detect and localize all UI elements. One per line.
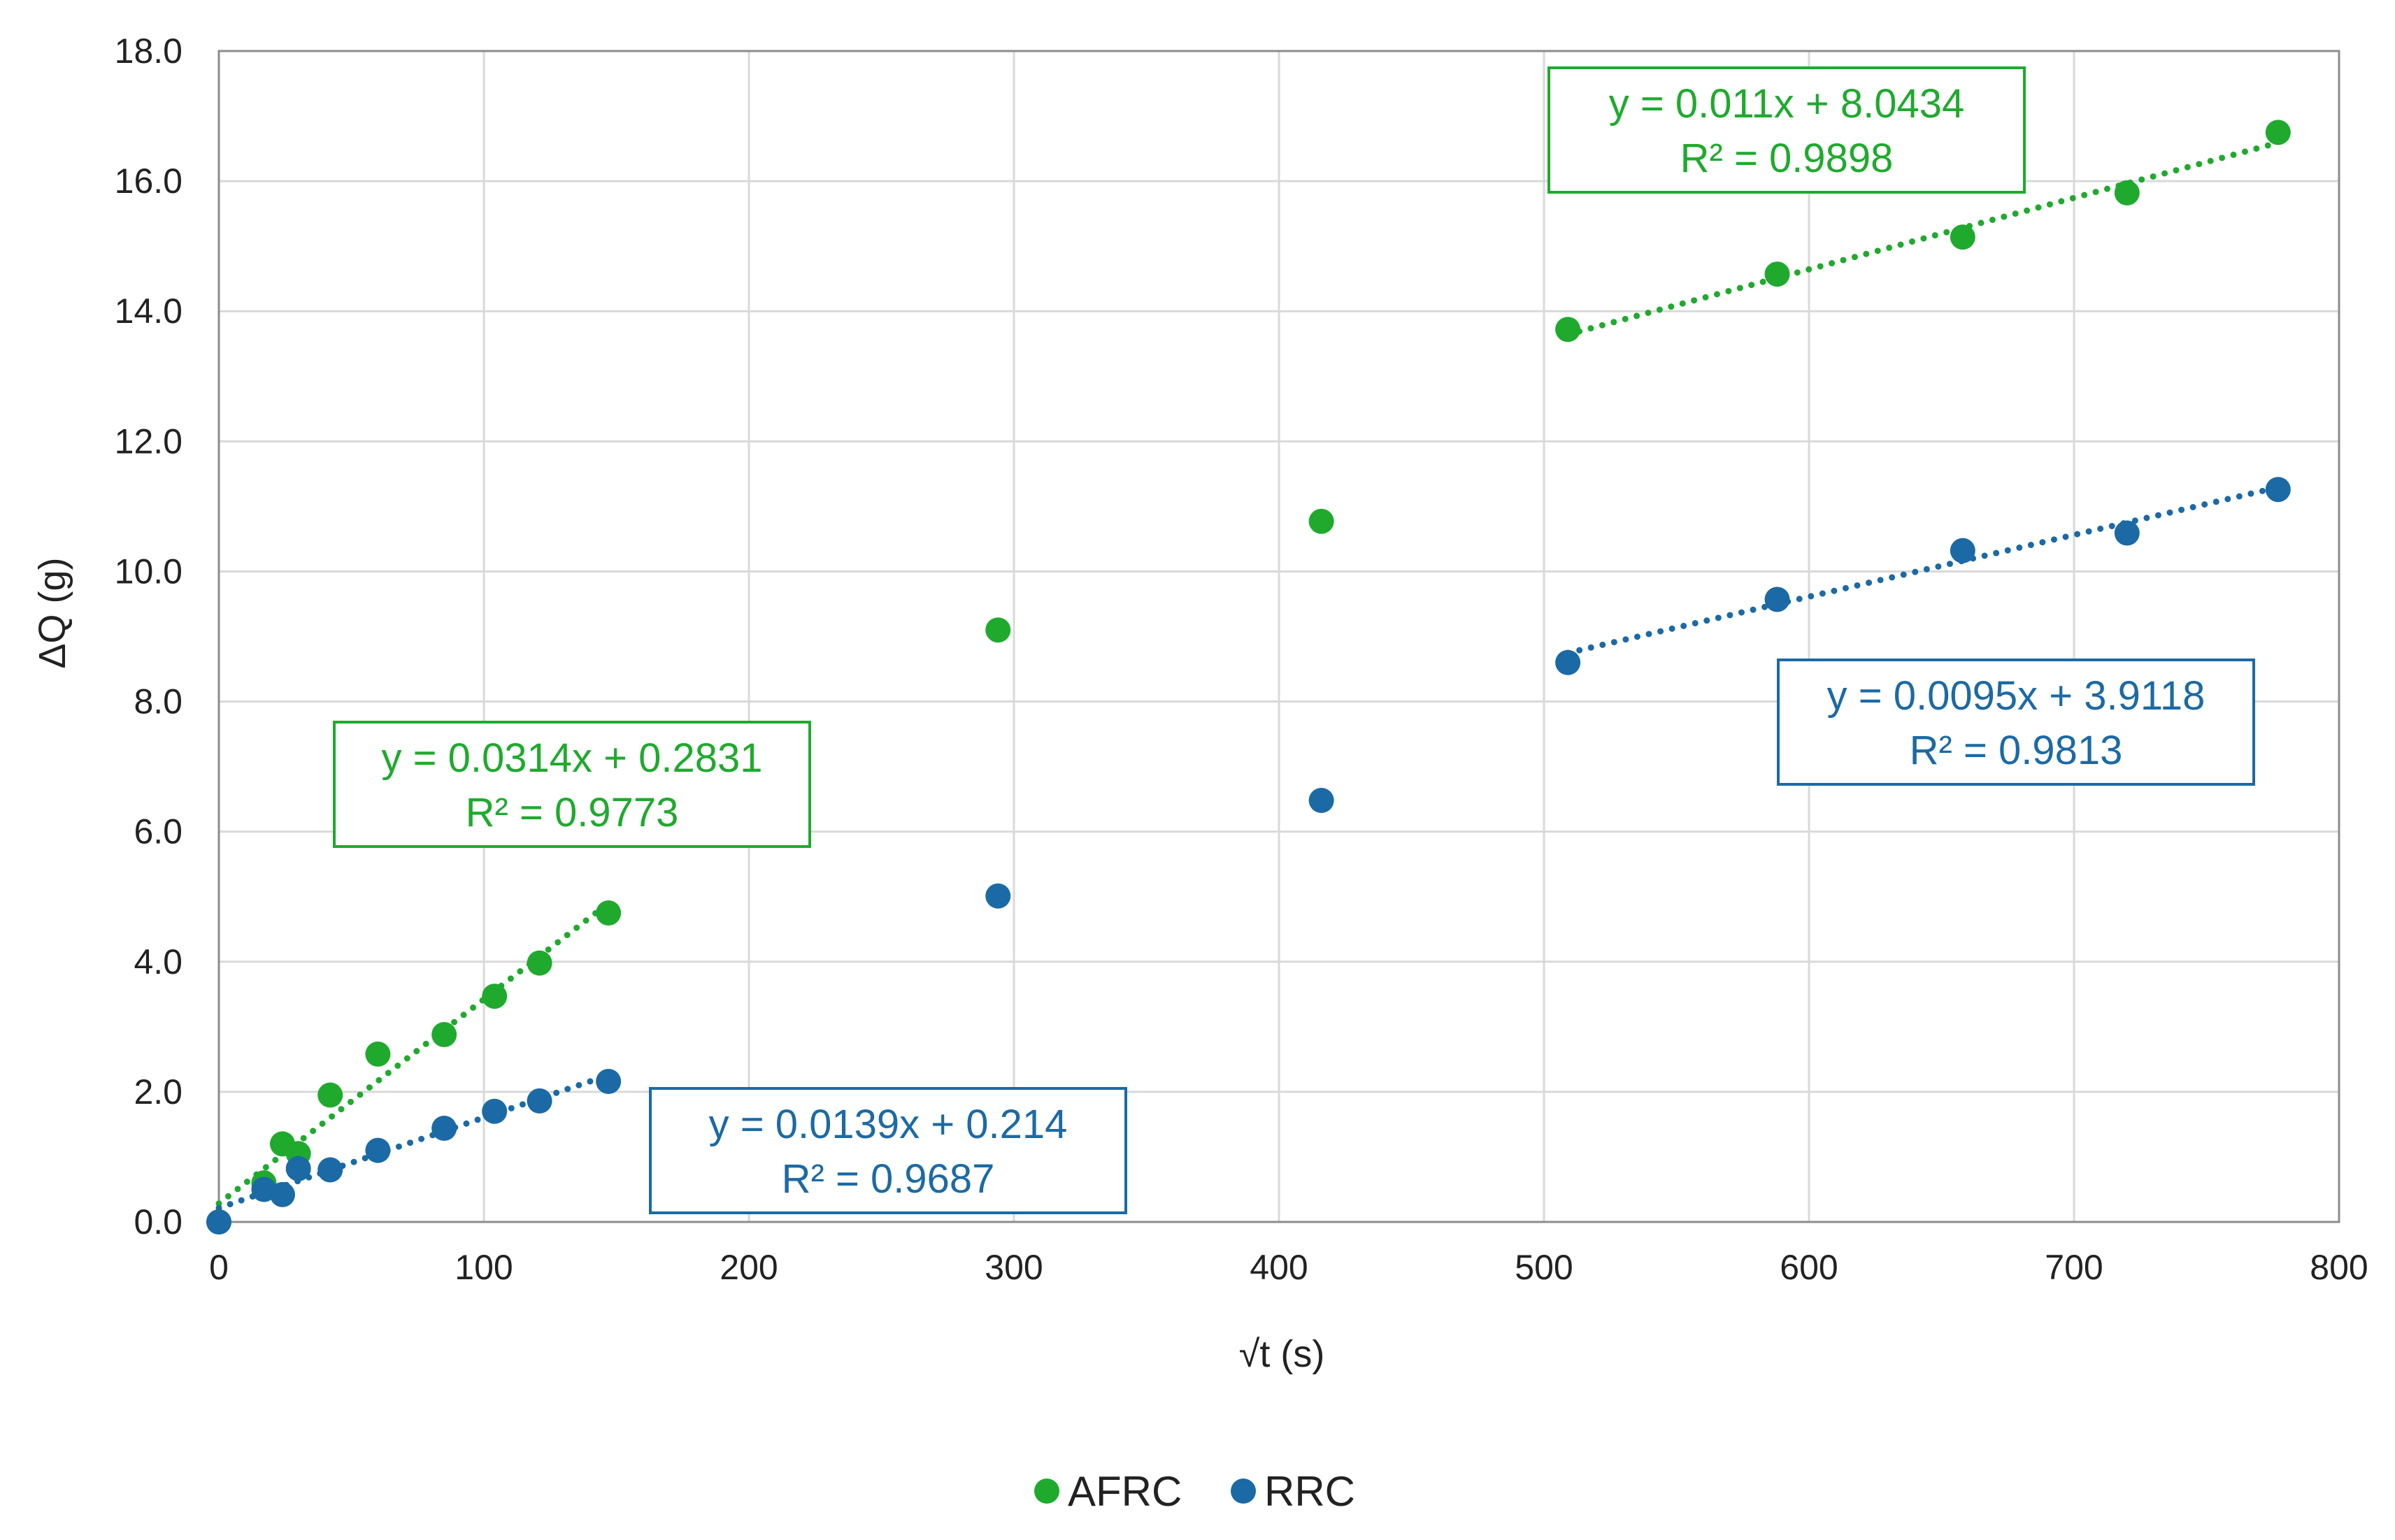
- y-tick-label: 8.0: [134, 682, 183, 721]
- x-tick-label: 100: [455, 1248, 513, 1287]
- data-point-rrc: [206, 1209, 231, 1235]
- x-tick-label: 0: [209, 1248, 229, 1287]
- y-tick-label: 2.0: [134, 1072, 183, 1111]
- data-point-rrc: [365, 1137, 391, 1163]
- x-axis-title: √t (s): [1239, 1333, 1325, 1375]
- data-point-rrc: [1950, 538, 1975, 563]
- data-point-rrc: [1555, 649, 1581, 675]
- data-point-rrc: [985, 883, 1011, 909]
- equation-box-frame: [1777, 659, 2255, 786]
- legend-item-afrc: AFRC: [1034, 1468, 1182, 1515]
- data-point-afrc: [1950, 224, 1975, 250]
- y-tick-label: 4.0: [134, 942, 183, 981]
- data-points: [206, 120, 2291, 1235]
- trendline-equation: y = 0.0095x + 3.9118: [1827, 673, 2205, 719]
- data-point-rrc: [269, 1181, 295, 1207]
- trendline-equation-boxes: y = 0.0314x + 0.2831 R² = 0.9773 y = 0.011…: [333, 66, 2255, 1214]
- data-point-rrc: [527, 1088, 552, 1114]
- data-point-rrc: [1308, 788, 1334, 813]
- equation-box-frame: [1547, 66, 2026, 194]
- trendline-equation: y = 0.011x + 8.0434: [1609, 81, 1964, 127]
- data-point-afrc: [2114, 180, 2140, 206]
- equation-box-rrc: y = 0.0139x + 0.214 R² = 0.9687: [649, 1087, 1127, 1214]
- y-tick-label: 12.0: [115, 422, 183, 461]
- x-tick-label: 200: [720, 1248, 778, 1287]
- data-point-afrc: [1308, 508, 1334, 534]
- trendline-r-squared: R² = 0.9813: [1910, 728, 2123, 773]
- x-tick-label: 700: [2045, 1248, 2103, 1287]
- data-point-afrc: [1555, 317, 1581, 343]
- data-point-afrc: [1764, 261, 1790, 287]
- y-axis-tick-labels: 0.0 2.0 4.0 6.0 8.0 10.0 12.0 14.0 16.0 18.0: [115, 31, 183, 1242]
- x-tick-label: 500: [1515, 1248, 1573, 1287]
- equation-box-frame: [333, 721, 811, 848]
- data-point-afrc: [527, 950, 552, 976]
- data-point-afrc: [431, 1022, 457, 1047]
- data-point-afrc: [596, 900, 622, 926]
- equation-box-afrc: y = 0.011x + 8.0434 R² = 0.9898: [1547, 66, 2026, 194]
- data-point-rrc: [285, 1156, 311, 1181]
- data-point-rrc: [317, 1157, 343, 1183]
- trendline-rrc: [1564, 484, 2282, 656]
- y-axis-title: ΔQ (g): [31, 557, 73, 668]
- trendline-equation: y = 0.0314x + 0.2831: [382, 735, 763, 781]
- data-point-rrc: [431, 1116, 457, 1141]
- trendline-afrc: [1564, 139, 2282, 338]
- legend-label: AFRC: [1068, 1468, 1182, 1515]
- y-tick-label: 14.0: [115, 292, 183, 331]
- legend-marker: [1231, 1478, 1256, 1504]
- data-point-rrc: [482, 1098, 508, 1124]
- legend: AFRC RRC: [1034, 1468, 1355, 1515]
- data-point-afrc: [317, 1082, 343, 1108]
- x-tick-label: 800: [2310, 1248, 2368, 1287]
- trendline-r-squared: R² = 0.9898: [1680, 136, 1894, 181]
- y-tick-label: 16.0: [115, 161, 183, 201]
- equation-box-afrc: y = 0.0314x + 0.2831 R² = 0.9773: [333, 721, 811, 848]
- x-tick-label: 400: [1250, 1248, 1308, 1287]
- y-tick-label: 0.0: [134, 1202, 183, 1242]
- data-point-rrc: [596, 1069, 622, 1094]
- plot-area-border: [217, 50, 2340, 1223]
- data-point-afrc: [482, 984, 508, 1009]
- trendline-r-squared: R² = 0.9687: [782, 1156, 995, 1202]
- legend-marker: [1034, 1478, 1059, 1504]
- y-tick-label: 18.0: [115, 31, 183, 71]
- trendline-equation: y = 0.0139x + 0.214: [709, 1102, 1068, 1147]
- y-tick-label: 6.0: [134, 812, 183, 851]
- data-point-rrc: [2114, 520, 2140, 546]
- data-point-afrc: [365, 1041, 391, 1067]
- data-point-afrc: [2265, 120, 2291, 145]
- legend-label: RRC: [1264, 1468, 1355, 1515]
- y-tick-label: 10.0: [115, 552, 183, 591]
- data-point-rrc: [2265, 477, 2291, 503]
- x-tick-label: 300: [985, 1248, 1043, 1287]
- trendline-r-squared: R² = 0.9773: [466, 790, 679, 835]
- x-axis-tick-labels: 0 100 200 300 400 500 600 700 800: [209, 1248, 2368, 1287]
- x-tick-label: 600: [1780, 1248, 1838, 1287]
- equation-box-frame: [649, 1087, 1127, 1214]
- equation-box-rrc: y = 0.0095x + 3.9118 R² = 0.9813: [1777, 659, 2255, 786]
- legend-item-rrc: RRC: [1231, 1468, 1355, 1515]
- data-point-afrc: [985, 617, 1011, 643]
- data-point-rrc: [1764, 587, 1790, 612]
